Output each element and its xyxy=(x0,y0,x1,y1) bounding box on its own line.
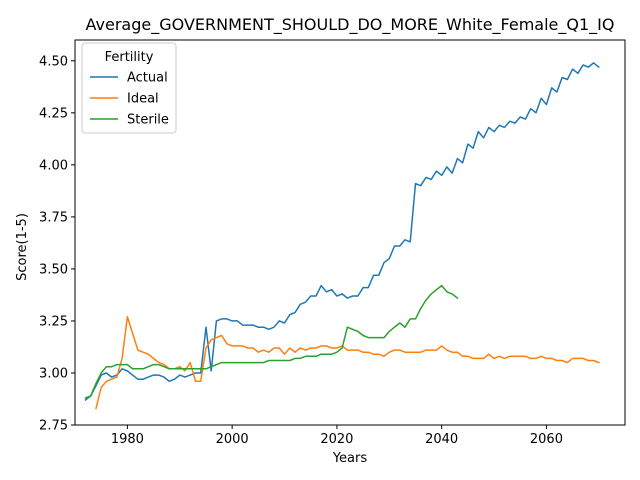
y-tick-label: 3.00 xyxy=(39,366,68,381)
legend-label-ideal: Ideal xyxy=(127,92,159,107)
y-tick-label: 3.50 xyxy=(39,262,68,277)
chart-title: Average_GOVERNMENT_SHOULD_DO_MORE_White_… xyxy=(86,15,615,35)
x-axis: 1980 2000 2020 2040 2060 xyxy=(111,425,563,447)
y-tick-label: 4.25 xyxy=(39,106,68,121)
legend-title: Fertility xyxy=(105,50,154,65)
plot-area xyxy=(84,62,600,410)
series-line-sterile xyxy=(84,284,459,399)
legend-label-actual: Actual xyxy=(127,71,168,86)
x-tick-label: 1980 xyxy=(111,432,144,447)
y-tick-label: 3.75 xyxy=(39,210,68,225)
x-axis-label: Years xyxy=(332,451,368,466)
x-tick-label: 2040 xyxy=(425,432,458,447)
y-tick-label: 4.50 xyxy=(39,54,68,69)
y-tick-label: 4.00 xyxy=(39,158,68,173)
axes-frame xyxy=(74,39,626,426)
y-axis-label: Score(1-5) xyxy=(15,213,30,281)
series-line-ideal xyxy=(95,316,600,410)
legend: Fertility Actual Ideal Sterile xyxy=(81,42,177,134)
y-tick-label: 2.75 xyxy=(39,419,68,434)
legend-label-sterile: Sterile xyxy=(127,113,169,128)
x-tick-label: 2060 xyxy=(530,432,563,447)
series-line-actual xyxy=(84,62,600,402)
x-tick-label: 2020 xyxy=(320,432,353,447)
y-tick-label: 3.25 xyxy=(39,314,68,329)
x-tick-label: 2000 xyxy=(216,432,249,447)
y-axis: 2.75 3.00 3.25 3.50 3.75 4.00 4.25 4.50 xyxy=(39,54,75,434)
legend-box xyxy=(81,42,177,134)
